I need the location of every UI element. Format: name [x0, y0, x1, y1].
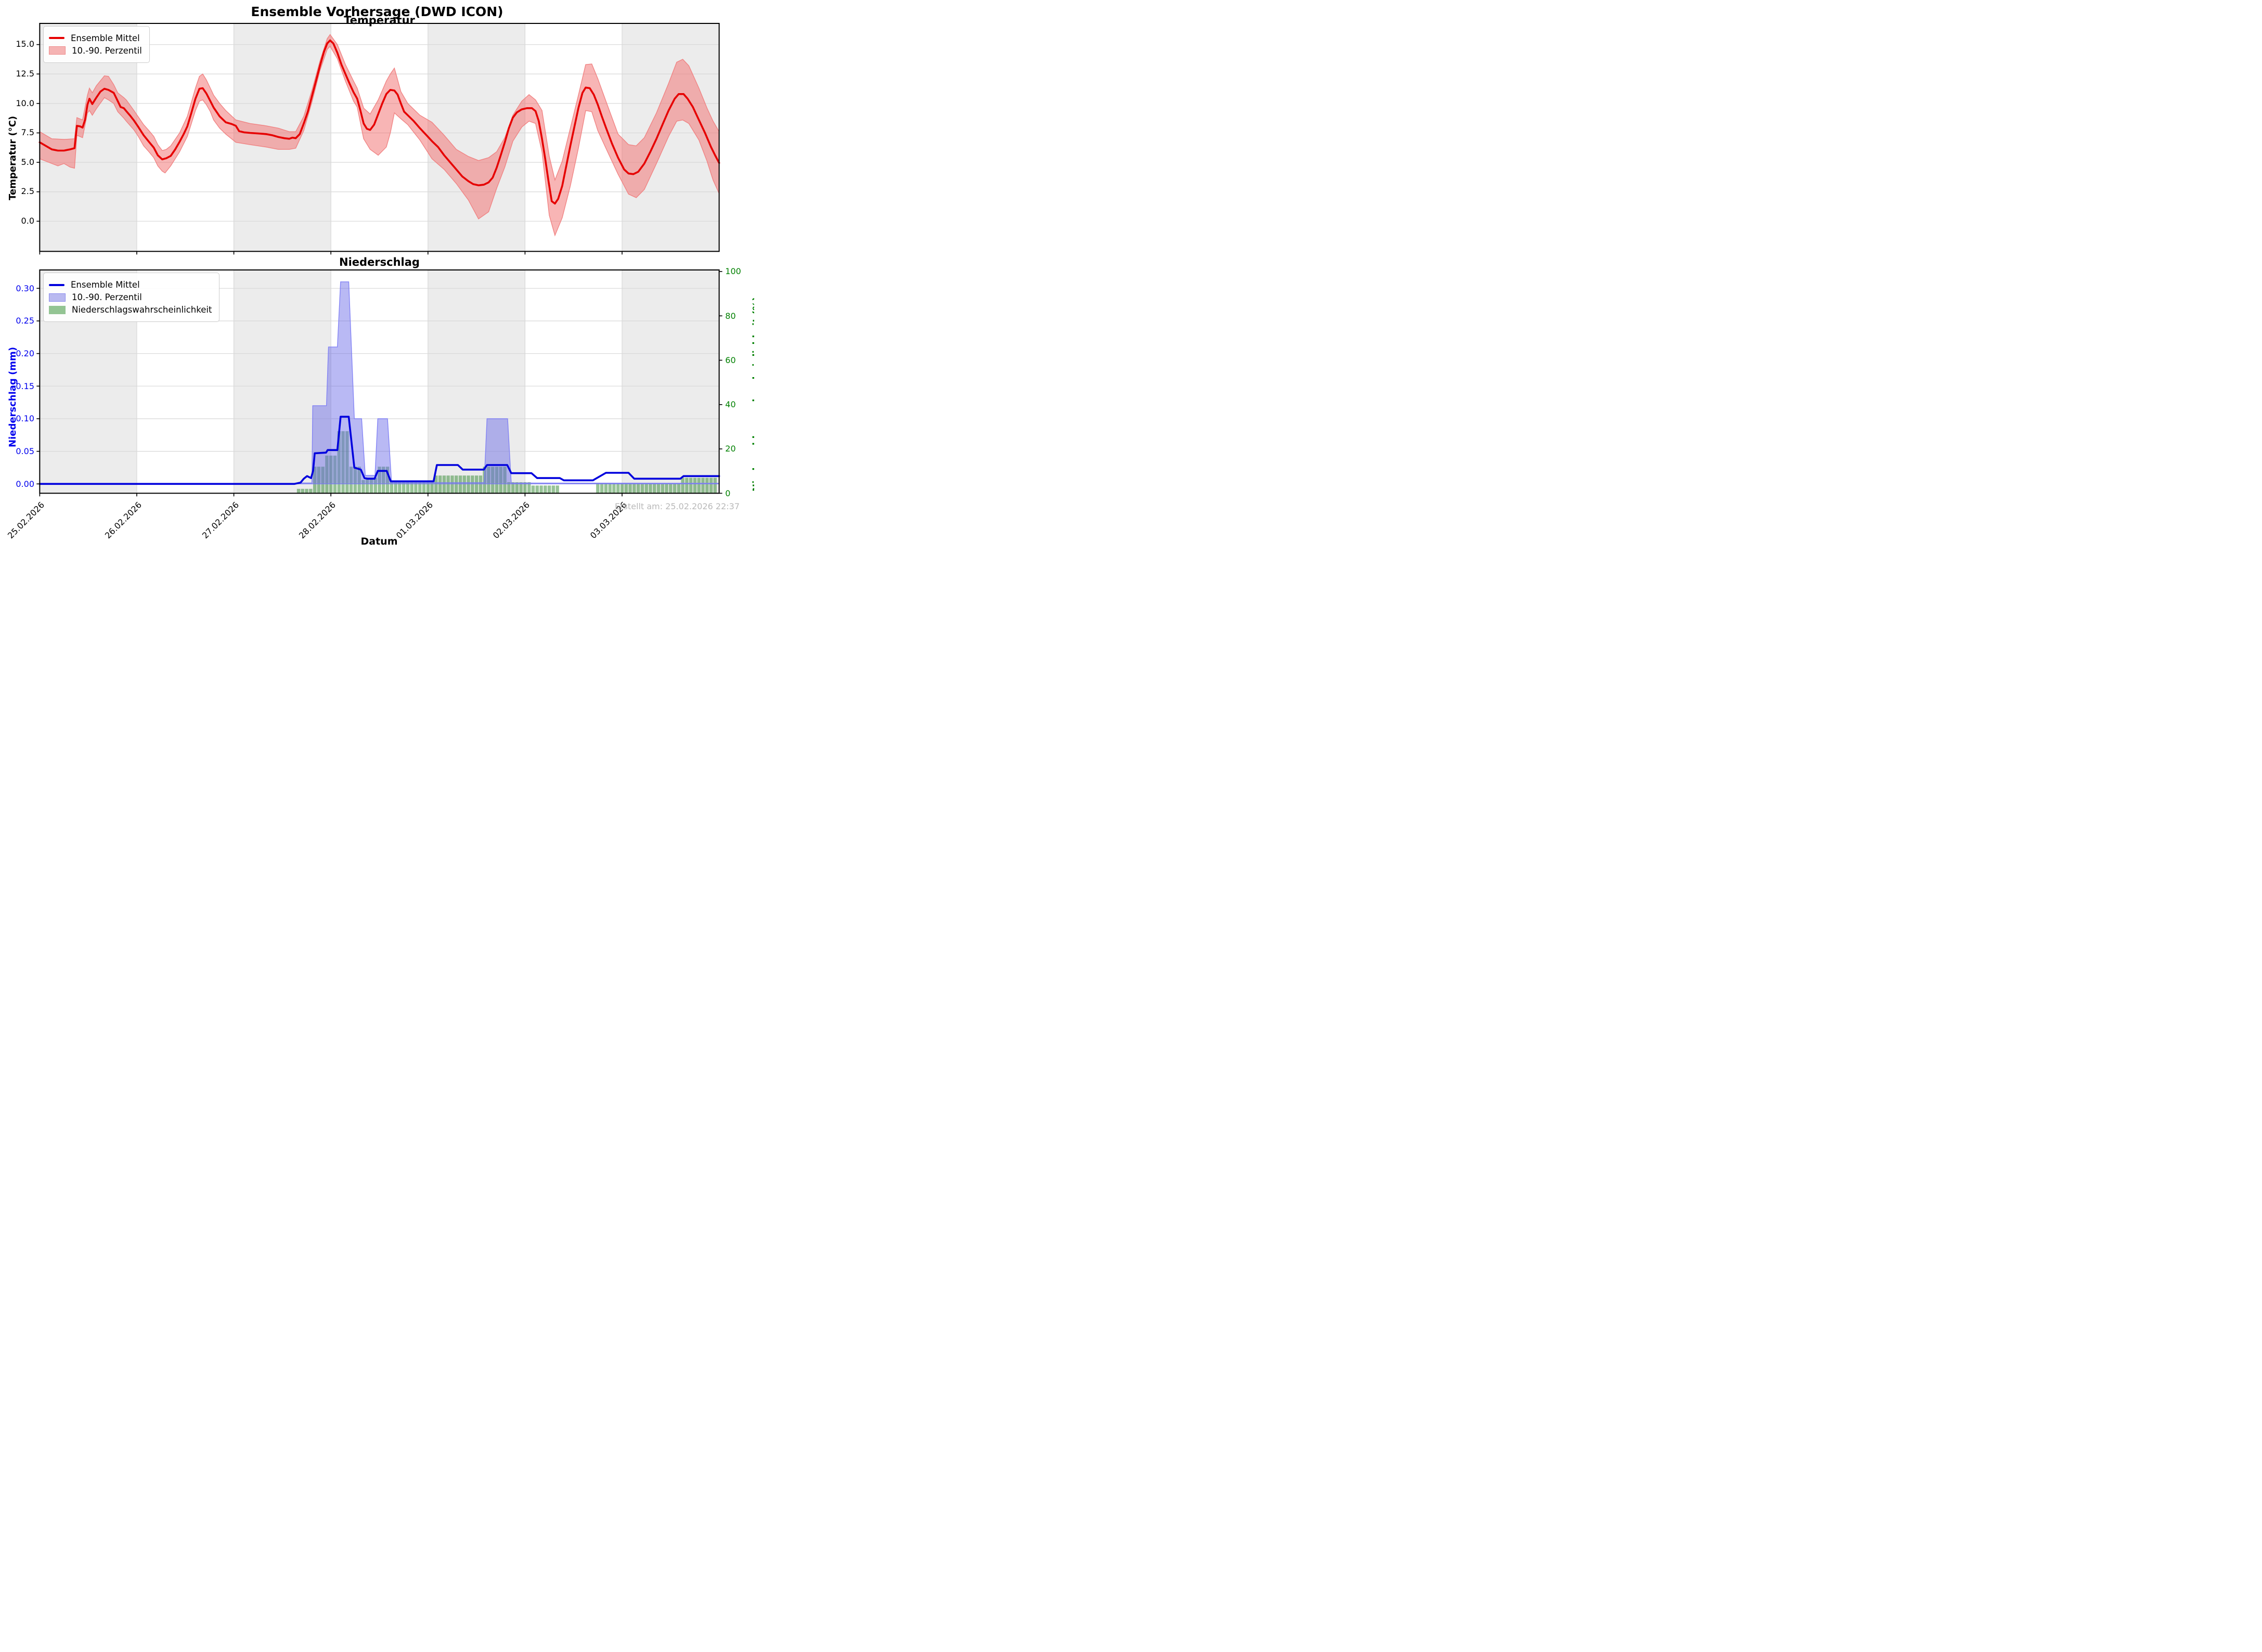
precipitation-plot: Ensemble Mittel 10.-90. Perzentil Nieder… — [6, 267, 741, 540]
red-band-swatch-icon — [49, 46, 66, 55]
blue-line-swatch-icon — [49, 283, 64, 286]
temperature-ylabel: Temperatur (°C) — [7, 115, 18, 200]
precip-pct-ytick: 20 — [725, 444, 736, 454]
precipitation-chart-canvas — [36, 269, 722, 497]
precip-mm-ytick: 0.00 — [16, 479, 34, 489]
temp-ytick: 5.0 — [21, 157, 34, 167]
precip-mm-ytick: 0.05 — [16, 446, 34, 456]
figure-title: Ensemble Vorhersage (DWD ICON) — [251, 4, 503, 19]
temperature-plot: Ensemble Mittel 10.-90. Perzentil 0.0 2.5… — [16, 22, 720, 254]
temperature-chart-canvas — [36, 22, 720, 254]
temperature-legend: Ensemble Mittel 10.-90. Perzentil — [43, 25, 150, 63]
precip-pct-ytick: 80 — [725, 311, 736, 321]
precipitation-ylabel-right: Niederschlagswahrscheinlichkeit (%) — [751, 296, 754, 492]
precip-mm-ytick: 0.30 — [16, 283, 34, 293]
precip-pct-ytick: 40 — [725, 399, 736, 410]
temp-ytick: 15.0 — [16, 39, 34, 49]
created-timestamp: Erstellt am: 25.02.2026 22:37 — [614, 501, 740, 511]
legend-item-ensemble-mean: Ensemble Mittel — [49, 33, 142, 43]
date-xtick-text: 26.02.2026 — [102, 499, 144, 540]
precip-pct-ytick: 60 — [725, 355, 736, 365]
precip-pct-ytick: 0 — [725, 488, 731, 498]
temp-ytick: 7.5 — [21, 127, 34, 138]
legend-label: Niederschlagswahrscheinlichkeit — [72, 305, 212, 315]
temp-ytick: 10.0 — [16, 98, 34, 108]
precip-mm-ytick: 0.20 — [16, 348, 34, 358]
blue-band-swatch-icon — [49, 293, 66, 302]
date-xtick-text: 02.03.2026 — [491, 499, 532, 540]
precip-mm-ytick: 0.25 — [16, 316, 34, 326]
temp-ytick: 0.0 — [21, 216, 34, 226]
legend-label: Ensemble Mittel — [71, 280, 140, 290]
precipitation-ylabel-left: Niederschlag (mm) — [7, 346, 18, 447]
precipitation-legend: Ensemble Mittel 10.-90. Perzentil Nieder… — [43, 273, 220, 322]
legend-item-probability: Niederschlagswahrscheinlichkeit — [49, 305, 212, 315]
temperature-plot-title: Temperatur — [344, 14, 415, 27]
legend-label: Ensemble Mittel — [71, 33, 140, 43]
precip-pct-ytick: 100 — [725, 266, 741, 277]
legend-label: 10.-90. Perzentil — [72, 45, 142, 56]
date-xtick-text: 28.02.2026 — [297, 499, 338, 540]
legend-item-percentile-band: 10.-90. Perzentil — [49, 46, 142, 56]
date-xtick-text: 25.02.2026 — [6, 499, 47, 540]
figure: Ensemble Vorhersage (DWD ICON) Temperatu… — [0, 0, 754, 551]
green-bar-swatch-icon — [49, 305, 66, 314]
date-xtick-text: 27.02.2026 — [200, 499, 241, 540]
precip-mm-ytick: 0.10 — [16, 414, 34, 424]
xaxis-label-datum: Datum — [360, 536, 398, 547]
precipitation-plot-title: Niederschlag — [339, 256, 420, 268]
temp-ytick: 2.5 — [21, 186, 34, 197]
legend-item-percentile-band: 10.-90. Perzentil — [49, 292, 212, 302]
precip-mm-ytick: 0.15 — [16, 381, 34, 391]
legend-label: 10.-90. Perzentil — [72, 292, 142, 303]
temp-ytick: 12.5 — [16, 68, 34, 79]
legend-item-ensemble-mean: Ensemble Mittel — [49, 280, 212, 290]
date-xtick-text: 01.03.2026 — [394, 499, 435, 540]
red-line-swatch-icon — [49, 37, 64, 40]
